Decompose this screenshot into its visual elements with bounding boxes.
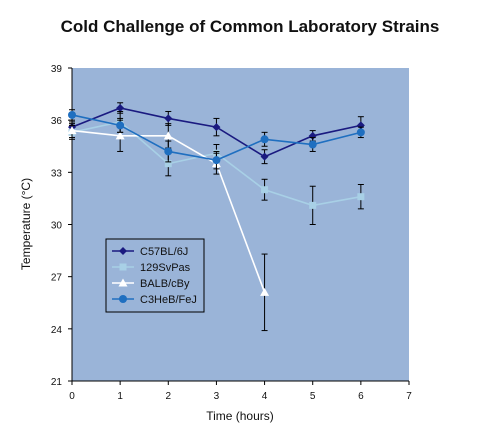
x-tick-label: 6 bbox=[358, 391, 364, 402]
data-point bbox=[164, 147, 173, 156]
data-point bbox=[357, 193, 365, 201]
legend-label: 129SvPas bbox=[140, 262, 191, 274]
data-point bbox=[212, 156, 221, 165]
legend-marker bbox=[119, 263, 127, 271]
x-tick-label: 7 bbox=[406, 391, 412, 402]
y-tick-label: 30 bbox=[51, 221, 63, 232]
y-tick-label: 39 bbox=[51, 64, 63, 75]
legend-label: C57BL/6J bbox=[140, 246, 188, 258]
x-tick-label: 4 bbox=[262, 391, 268, 402]
data-point bbox=[260, 135, 269, 144]
series-c3heb-fej bbox=[68, 109, 365, 170]
data-point bbox=[260, 287, 270, 296]
x-tick-label: 0 bbox=[69, 391, 75, 402]
series-layer bbox=[67, 102, 365, 332]
data-point bbox=[356, 128, 365, 137]
y-axis-label: Temperature (°C) bbox=[19, 178, 33, 270]
data-point bbox=[163, 131, 173, 140]
data-point bbox=[261, 186, 269, 194]
y-ticks: 21 24 27 30 33 36 39 bbox=[51, 64, 72, 388]
data-point bbox=[309, 201, 317, 209]
y-tick-label: 21 bbox=[51, 377, 63, 388]
data-point bbox=[68, 110, 76, 119]
legend-label: C3HeB/FeJ bbox=[140, 294, 197, 306]
legend: C57BL/6J 129SvPas BALB/cBy C3HeB/FeJ bbox=[105, 238, 205, 313]
data-point bbox=[164, 114, 173, 123]
y-tick-label: 24 bbox=[51, 325, 63, 336]
x-tick-label: 1 bbox=[117, 391, 123, 402]
data-point bbox=[116, 103, 125, 112]
x-tick-label: 5 bbox=[310, 391, 316, 402]
y-tick-label: 27 bbox=[51, 273, 63, 284]
data-point bbox=[308, 140, 317, 149]
plot-area bbox=[72, 68, 409, 381]
data-point bbox=[164, 160, 172, 168]
data-point bbox=[116, 121, 125, 130]
chart-title: Cold Challenge of Common Laboratory Stra… bbox=[61, 17, 440, 36]
data-point bbox=[260, 152, 269, 161]
y-tick-label: 33 bbox=[51, 168, 63, 179]
data-point bbox=[212, 123, 221, 132]
legend-marker bbox=[118, 278, 128, 287]
legend-marker bbox=[119, 295, 127, 303]
x-ticks: 0 1 2 3 4 5 6 7 bbox=[69, 381, 412, 402]
legend-marker bbox=[119, 247, 127, 255]
data-point bbox=[115, 131, 125, 140]
x-tick-label: 2 bbox=[166, 391, 172, 402]
legend-label: BALB/cBy bbox=[140, 278, 190, 290]
x-axis-label: Time (hours) bbox=[206, 409, 274, 423]
series-c57bl-6j bbox=[68, 102, 365, 165]
y-tick-label: 36 bbox=[51, 116, 63, 127]
x-tick-label: 3 bbox=[214, 391, 220, 402]
data-point bbox=[67, 126, 77, 135]
